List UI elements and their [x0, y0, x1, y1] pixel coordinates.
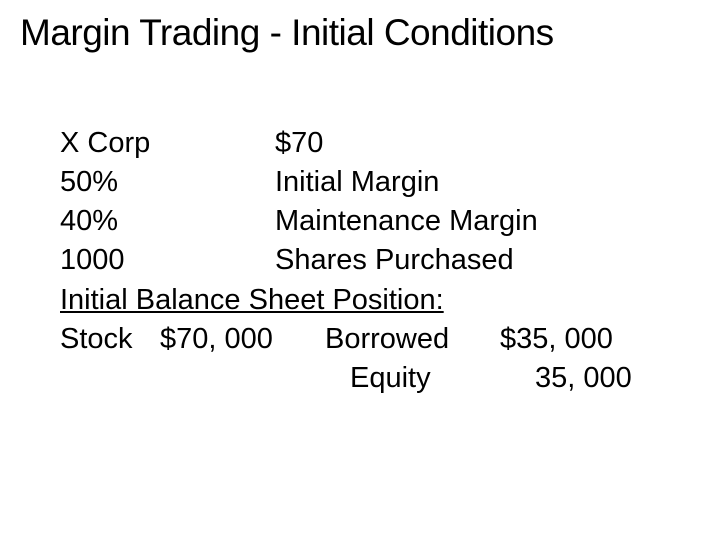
row-left: 50% — [60, 163, 275, 202]
data-row: 50% Initial Margin — [60, 163, 700, 202]
row-right: $70 — [275, 124, 700, 163]
balance-row-assets: Stock $70, 000 Borrowed $35, 000 — [60, 320, 700, 359]
slide-title: Margin Trading - Initial Conditions — [20, 12, 700, 54]
data-row: 40% Maintenance Margin — [60, 202, 700, 241]
equity-value: 35, 000 — [535, 359, 700, 398]
balance-sheet-header: Initial Balance Sheet Position: — [60, 281, 700, 320]
balance-row-equity: Equity 35, 000 — [60, 359, 700, 398]
row-right: Maintenance Margin — [275, 202, 700, 241]
row-right: Initial Margin — [275, 163, 700, 202]
slide: Margin Trading - Initial Conditions X Co… — [0, 0, 720, 410]
stock-label: Stock — [60, 320, 160, 359]
equity-label: Equity — [350, 359, 535, 398]
row-left: 40% — [60, 202, 275, 241]
borrowed-value: $35, 000 — [500, 320, 700, 359]
stock-value: $70, 000 — [160, 320, 325, 359]
data-row: 1000 Shares Purchased — [60, 241, 700, 280]
row-left: X Corp — [60, 124, 275, 163]
borrowed-label: Borrowed — [325, 320, 500, 359]
data-row: X Corp $70 — [60, 124, 700, 163]
slide-content: X Corp $70 50% Initial Margin 40% Mainte… — [20, 124, 700, 398]
row-left: 1000 — [60, 241, 275, 280]
row-right: Shares Purchased — [275, 241, 700, 280]
